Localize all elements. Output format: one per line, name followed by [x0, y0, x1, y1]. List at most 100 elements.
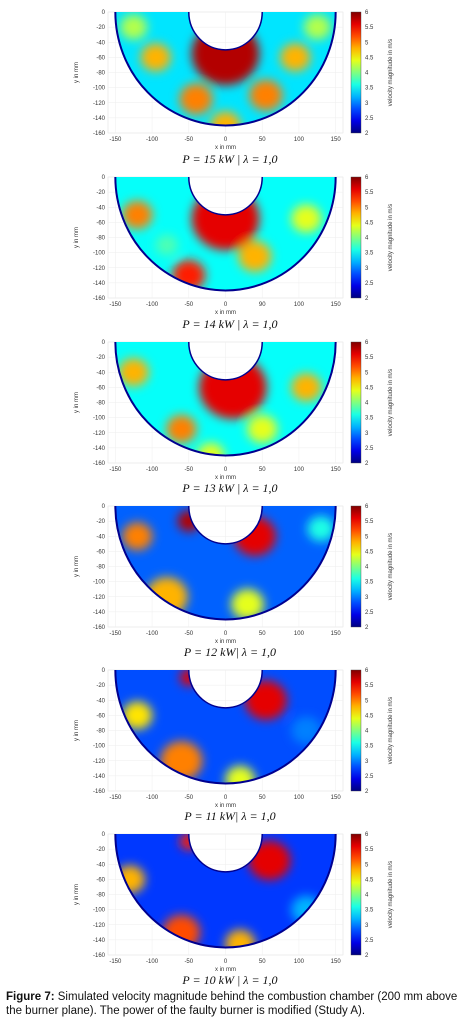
y-tick-label: -40	[96, 698, 105, 704]
x-tick-label: -50	[184, 137, 193, 143]
panel-subtitle: P = 15 kW | λ = 1,0	[182, 152, 278, 166]
velocity-panel: 0 -20 -40 -60 -80 -100 -120 -140 -160 -150 -100 -50…	[0, 664, 468, 828]
colorbar-tick-label: 3.5	[365, 251, 374, 257]
y-tick-label: -40	[96, 205, 105, 211]
colorbar	[350, 176, 362, 299]
colorbar-tick-label: 6	[365, 668, 369, 674]
y-tick-label: -160	[93, 131, 106, 137]
colorbar-tick-label: 5.5	[365, 847, 374, 853]
y-tick-label: 0	[102, 832, 106, 838]
colorbar-tick-label: 4	[365, 401, 369, 407]
x-tick-label: 50	[259, 795, 266, 801]
colorbar-tick-label: 5	[365, 205, 369, 211]
velocity-blob	[122, 200, 153, 229]
x-tick-label: -50	[184, 467, 193, 473]
y-tick-label: -60	[96, 385, 105, 391]
colorbar-tick-label: 5	[365, 698, 369, 704]
inner-wall	[188, 341, 263, 381]
y-tick-label: -60	[96, 220, 105, 226]
colorbar-tick-label: 2.5	[365, 446, 374, 452]
velocity-blob	[247, 414, 278, 443]
y-tick-label: -20	[96, 683, 105, 689]
x-tick-label: -100	[146, 795, 159, 801]
x-tick-label: -150	[109, 137, 122, 143]
outer-wall	[114, 176, 337, 292]
colorbar-tick-label: 3	[365, 101, 369, 107]
colorbar-label: velocity magnitude in m/s	[388, 861, 394, 928]
colorbar-tick-label: 4.5	[365, 220, 374, 226]
colorbar-tick-label: 3.5	[365, 744, 374, 750]
x-tick-label: 0	[224, 959, 228, 965]
x-tick-label: -50	[184, 631, 193, 637]
velocity-blob	[303, 14, 331, 40]
colorbar-tick-label: 6	[365, 504, 369, 510]
x-tick-label: 50	[259, 137, 266, 143]
y-tick-label: -160	[93, 625, 106, 631]
x-tick-label: -50	[184, 302, 193, 308]
colorbar-tick-label: 5	[365, 370, 369, 376]
y-axis-label: y in mm	[74, 392, 80, 413]
y-tick-label: -120	[93, 101, 106, 107]
velocity-blob	[307, 516, 335, 542]
y-tick-label: -80	[96, 236, 105, 242]
inner-wall	[188, 669, 263, 709]
y-tick-label: -80	[96, 729, 105, 735]
y-tick-label: -20	[96, 190, 105, 196]
inner-wall	[188, 833, 263, 873]
y-tick-label: -100	[93, 416, 106, 422]
y-tick-label: -20	[96, 25, 105, 31]
panel-plot: 0 -20 -40 -60 -80 -100 -120 -140 -160-150 -100 -50…	[74, 10, 394, 151]
colorbar-label: velocity magnitude in m/s	[388, 369, 394, 436]
y-axis-label: y in mm	[74, 556, 80, 577]
colorbar-label: velocity magnitude in m/s	[388, 533, 394, 600]
colorbar-tick-label: 5.5	[365, 519, 374, 525]
x-tick-label: 100	[294, 795, 305, 801]
velocity-blob	[238, 241, 272, 272]
y-tick-label: 0	[102, 504, 106, 510]
x-tick-label: 150	[331, 959, 342, 965]
colorbar-label: velocity magnitude in m/s	[388, 39, 394, 106]
colorbar-tick-label: 3	[365, 431, 369, 437]
velocity-blob	[166, 414, 197, 443]
x-tick-label: 50	[259, 631, 266, 637]
y-tick-label: -100	[93, 86, 106, 92]
y-tick-label: -160	[93, 953, 106, 959]
colorbar-tick-label: 2	[365, 131, 369, 137]
colorbar-tick-label: 3.5	[365, 908, 374, 914]
velocity-panel: 0 -20 -40 -60 -80 -100 -120 -140 -160 -150 -100 -50…	[0, 500, 468, 664]
y-tick-label: -40	[96, 40, 105, 46]
y-axis-label: y in mm	[74, 720, 80, 741]
colorbar-tick-label: 2	[365, 296, 369, 302]
outer-wall	[114, 669, 337, 785]
panel-plot: 0 -20 -40 -60 -80 -100 -120 -140 -160-150 -100 -50…	[74, 668, 394, 809]
y-tick-label: -60	[96, 55, 105, 61]
y-tick-label: 0	[102, 668, 106, 674]
x-tick-label: 100	[294, 631, 305, 637]
y-tick-label: 0	[102, 10, 106, 16]
colorbar-tick-label: 5.5	[365, 683, 374, 689]
colorbar-tick-label: 2.5	[365, 281, 374, 287]
inner-wall	[188, 11, 263, 51]
y-tick-label: -40	[96, 862, 105, 868]
velocity-blob	[291, 373, 322, 402]
y-tick-label: -120	[93, 759, 106, 765]
x-tick-label: -100	[146, 467, 159, 473]
velocity-blob	[122, 522, 153, 551]
x-tick-label: 0	[224, 631, 228, 637]
panel-plot: 0 -20 -40 -60 -80 -100 -120 -140 -160-150 -100 -50…	[74, 504, 394, 645]
colorbar-tick-label: 5.5	[365, 25, 374, 31]
colorbar-tick-label: 5	[365, 40, 369, 46]
colorbar-tick-label: 5.5	[365, 190, 374, 196]
colorbar-tick-label: 2.5	[365, 610, 374, 616]
velocity-blob	[122, 701, 153, 730]
y-tick-label: -100	[93, 251, 106, 257]
y-tick-label: -140	[93, 281, 106, 287]
colorbar-tick-label: 4	[365, 893, 369, 899]
x-tick-label: 150	[331, 631, 342, 637]
y-tick-label: -40	[96, 534, 105, 540]
velocity-blob	[155, 234, 178, 256]
x-tick-label: 150	[331, 795, 342, 801]
colorbar-tick-label: 4	[365, 236, 369, 242]
colorbar-label: velocity magnitude in m/s	[388, 697, 394, 764]
outer-wall	[114, 341, 337, 457]
